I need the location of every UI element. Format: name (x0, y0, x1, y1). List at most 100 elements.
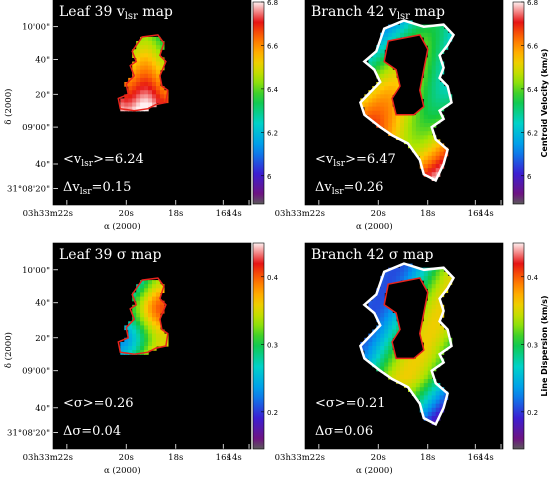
emission-pixel (144, 321, 149, 326)
emission-pixel (148, 284, 153, 289)
emission-pixel (431, 155, 437, 161)
emission-pixel (435, 280, 441, 285)
emission-pixel (159, 329, 165, 335)
emission-pixel (384, 329, 389, 335)
emission-pixel (148, 317, 153, 322)
emission-pixel (392, 118, 397, 124)
emission-pixel (427, 374, 433, 380)
mean-label: <σ>=0.21 (315, 396, 386, 411)
emission-pixel (427, 387, 433, 392)
emission-pixel (435, 288, 441, 293)
emission-pixel (419, 118, 425, 124)
emission-pixel (404, 131, 409, 136)
emission-pixel (439, 155, 445, 161)
emission-pixel (423, 403, 429, 409)
emission-pixel (396, 127, 401, 132)
emission-pixel (439, 98, 445, 104)
leaf-contour (383, 277, 429, 360)
emission-pixel (144, 49, 149, 54)
emission-pixel (140, 313, 145, 318)
panel-title: Leaf 39 σ map (59, 247, 161, 263)
emission-pixel (388, 329, 393, 335)
emission-pixel (380, 77, 385, 83)
y-tick-label: 10'00" (22, 23, 50, 33)
emission-pixel (439, 325, 445, 331)
emission-pixel (372, 114, 377, 120)
emission-pixel (159, 90, 165, 95)
emission-pixel (388, 337, 393, 343)
emission-pixel (144, 308, 149, 314)
emission-pixel (136, 288, 141, 293)
emission-pixel (431, 82, 437, 87)
x-axis-title: α (2000) (356, 221, 393, 232)
emission-pixel (400, 370, 405, 376)
emission-pixel (435, 267, 441, 273)
emission-pixel (128, 346, 133, 351)
emission-pixel (159, 304, 165, 310)
emission-pixel (388, 127, 393, 132)
emission-pixel (408, 118, 413, 124)
emission-pixel (427, 57, 433, 63)
emission-pixel (431, 32, 437, 38)
emission-pixel (384, 308, 389, 314)
emission-pixel (431, 65, 437, 71)
emission-pixel (140, 317, 145, 322)
emission-pixel (144, 346, 149, 351)
emission-pixel (396, 374, 401, 380)
emission-pixel (364, 341, 369, 347)
emission-pixel (380, 358, 385, 364)
emission-pixel (427, 280, 433, 285)
emission-pixel (431, 354, 437, 359)
emission-pixel (384, 271, 389, 277)
emission-pixel (156, 65, 161, 71)
emission-pixel (439, 147, 445, 153)
emission-pixel (419, 271, 425, 277)
emission-pixel (148, 280, 153, 285)
emission-pixel (388, 308, 393, 314)
emission-pixel (140, 280, 145, 285)
emission-pixel (144, 86, 149, 91)
emission-pixel (136, 333, 141, 339)
emission-pixel (431, 411, 437, 417)
y-tick-label: 20" (35, 90, 50, 100)
emission-pixel (404, 276, 409, 281)
emission-pixel (128, 341, 133, 347)
emission-pixel (384, 333, 389, 339)
emission-pixel (159, 41, 165, 46)
emission-pixel (443, 284, 449, 289)
emission-pixel (435, 271, 441, 277)
emission-pixel (144, 329, 149, 335)
emission-pixel (419, 155, 425, 161)
emission-pixel (431, 271, 437, 277)
emission-pixel (415, 147, 421, 153)
emission-pixel (392, 325, 397, 331)
emission-pixel (144, 53, 149, 58)
emission-pixel (427, 131, 433, 136)
emission-pixel (156, 317, 161, 322)
map-panel-2: Branch 42 vlsr map <vlsr>=6.47 Δvlsr=0.26 0… (275, 0, 504, 232)
emission-pixel (435, 110, 441, 116)
emission-pixel (136, 61, 141, 67)
emission-pixel (427, 370, 433, 376)
emission-pixel (443, 98, 449, 104)
emission-pixel (372, 61, 377, 67)
emission-pixel (124, 346, 129, 351)
emission-pixel (411, 24, 417, 30)
emission-pixel (144, 61, 149, 67)
emission-pixel (376, 69, 381, 75)
emission-pixel (439, 24, 445, 30)
emission-pixel (431, 102, 437, 108)
emission-pixel (392, 73, 397, 79)
emission-pixels (120, 280, 169, 355)
emission-pixel (431, 337, 437, 343)
x-tick-label: 03h33m22s (275, 209, 325, 219)
emission-pixel (396, 370, 401, 376)
panel-title: Branch 42 σ map (311, 247, 434, 263)
emission-pixel (435, 403, 441, 409)
emission-pixel (132, 304, 137, 310)
emission-pixel (439, 36, 445, 42)
emission-pixel (396, 366, 401, 372)
emission-pixel (427, 123, 433, 128)
map-panel-3: Leaf 39 σ map <σ>=0.26 Δσ=0.04 03h33m22s 20s… (3, 242, 252, 476)
x-axis-title: α (2000) (104, 221, 141, 232)
